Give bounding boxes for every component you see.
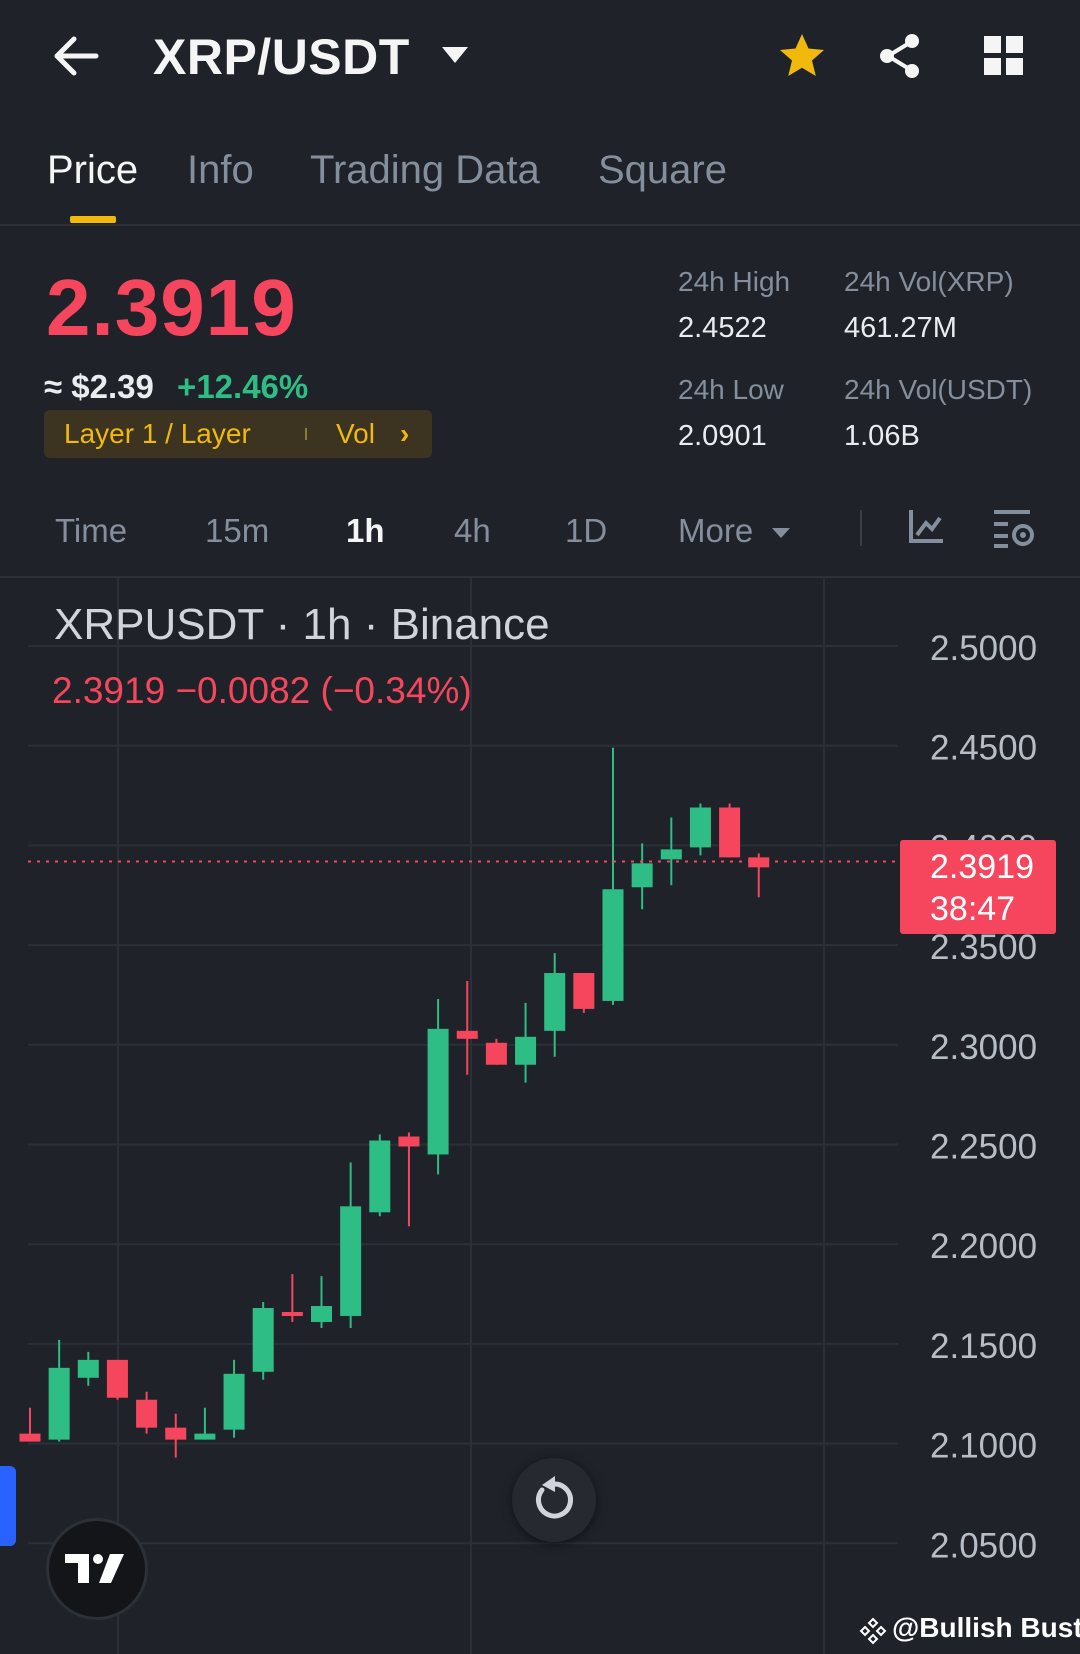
tab-trading-data[interactable]: Trading Data: [310, 148, 540, 192]
drawing-tools-icon[interactable]: [906, 506, 946, 546]
tag-vol: Vol: [336, 418, 375, 449]
chevron-right-icon: ›: [400, 418, 410, 449]
candle-up: [311, 1306, 332, 1322]
tab-square[interactable]: Square: [598, 148, 727, 192]
candle-down: [485, 1042, 507, 1065]
stat-value: 461.27M: [844, 312, 957, 344]
stat-24h-vol-xrp: 24h Vol(XRP) 461.27M: [844, 266, 1014, 345]
y-tick-label: 2.2500: [930, 1128, 1037, 1167]
chart-legend-values: 2.3919 −0.0082 (−0.34%): [52, 670, 472, 711]
last-price-label: 2.3919 38:47: [900, 840, 1056, 934]
candle-up: [369, 1140, 391, 1213]
candle-up: [77, 1359, 99, 1378]
caret-down-icon: [772, 528, 791, 539]
candlestick-chart[interactable]: 2.5000 2.4500 2.3500 2.3000 2.2500 2.2000 2.15…: [0, 578, 1080, 1654]
candle-down: [106, 1359, 128, 1398]
active-tab-indicator: [70, 216, 116, 223]
y-tick-label: 2.0500: [930, 1526, 1037, 1565]
y-tick-label: 2.2000: [930, 1227, 1037, 1266]
reset-chart-button[interactable]: [512, 1458, 596, 1542]
candle-up: [515, 1036, 537, 1065]
last-price: 2.3919: [46, 263, 297, 352]
main-tabs: Price Info Trading Data Square: [0, 128, 1080, 226]
tradingview-logo[interactable]: [46, 1518, 148, 1620]
last-price-flag-value: 2.3919: [930, 848, 1034, 886]
tag-label: Layer 1 / Layer: [64, 418, 251, 449]
chart-settings-icon[interactable]: [992, 506, 1036, 550]
y-tick-label: 2.5000: [930, 629, 1037, 668]
candle-up: [689, 807, 711, 848]
stat-24h-low: 24h Low 2.0901: [678, 374, 784, 453]
candle-up: [223, 1373, 245, 1430]
price-chart[interactable]: 2.5000 2.4500 2.3500 2.3000 2.2500 2.2000 2.15…: [0, 578, 1080, 1654]
y-tick-label: 2.3000: [930, 1028, 1037, 1067]
caret-down-icon[interactable]: [440, 44, 470, 66]
usd-price-row: ≈ $2.39 +12.46%: [44, 368, 308, 406]
y-tick-label: 2.1500: [930, 1327, 1037, 1366]
star-icon[interactable]: [776, 30, 828, 82]
y-tick-label: 2.4500: [930, 729, 1037, 768]
stat-value: 1.06B: [844, 420, 920, 452]
interval-divider: [860, 510, 862, 546]
candle-up: [252, 1308, 274, 1372]
interval-time[interactable]: Time: [55, 512, 128, 549]
top-bar: XRP/USDT: [0, 0, 1080, 118]
candle-down: [398, 1136, 420, 1147]
y-tick-label: 2.1000: [930, 1427, 1037, 1466]
candle-up: [340, 1206, 362, 1316]
interval-1h[interactable]: 1h: [346, 512, 385, 549]
candle-up: [602, 889, 624, 1001]
refresh-icon: [536, 1476, 573, 1519]
back-arrow-icon[interactable]: [48, 30, 104, 82]
tag-divider: [305, 428, 307, 440]
change-percent: +12.46%: [177, 368, 309, 405]
side-panel-handle[interactable]: [0, 1466, 16, 1546]
interval-4h[interactable]: 4h: [454, 512, 491, 549]
candle-down: [136, 1399, 158, 1428]
candle-up: [427, 1028, 449, 1155]
interval-1d[interactable]: 1D: [565, 512, 608, 549]
stat-24h-high: 24h High 2.4522: [678, 266, 790, 345]
candle-down: [456, 1030, 478, 1039]
usd-price: ≈ $2.39: [44, 368, 154, 405]
tradingview-logo-icon: [65, 1554, 124, 1583]
stat-label: 24h Vol(USDT): [844, 374, 1033, 405]
chart-legend-title: XRPUSDT · 1h · Binance: [54, 600, 550, 649]
grid-icon[interactable]: [982, 34, 1026, 78]
candle-down: [165, 1427, 187, 1440]
stat-value: 2.0901: [678, 420, 767, 452]
stat-value: 2.4522: [678, 312, 767, 344]
tab-price[interactable]: Price: [47, 148, 139, 192]
candle-down: [281, 1311, 303, 1316]
interval-more[interactable]: More: [678, 512, 792, 550]
watermark: @Bullish Buster: [892, 1612, 1080, 1643]
tab-info[interactable]: Info: [187, 148, 254, 192]
candle-down: [19, 1433, 41, 1442]
interval-15m[interactable]: 15m: [205, 512, 270, 549]
candle-up: [544, 973, 566, 1031]
y-tick-label: 2.3500: [930, 928, 1037, 967]
interval-more-label: More: [678, 512, 754, 549]
candle-up: [48, 1367, 70, 1440]
candle-down: [573, 973, 595, 1009]
pair-title[interactable]: XRP/USDT: [153, 29, 410, 85]
interval-bar: Time 15m 1h 4h 1D More: [0, 498, 1080, 578]
category-tag[interactable]: Layer 1 / Layer Vol ›: [44, 410, 432, 458]
stat-label: 24h Vol(XRP): [844, 266, 1014, 297]
candle-up: [631, 863, 653, 888]
stat-label: 24h High: [678, 266, 791, 297]
share-icon[interactable]: [874, 30, 926, 82]
candle-up: [194, 1433, 216, 1440]
stat-24h-vol-usdt: 24h Vol(USDT) 1.06B: [844, 374, 1032, 453]
candle-up: [660, 849, 682, 860]
stat-label: 24h Low: [678, 374, 784, 405]
candle-countdown: 38:47: [930, 890, 1016, 928]
binance-square-icon: [859, 1617, 887, 1645]
candle-down: [719, 807, 741, 858]
